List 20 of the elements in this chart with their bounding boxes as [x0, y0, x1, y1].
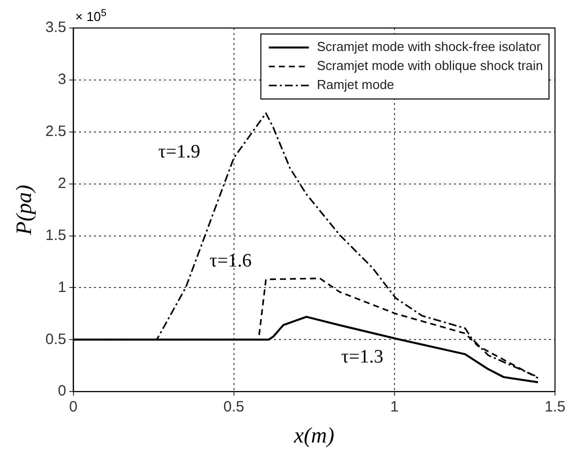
y-tick-label: 0	[58, 382, 66, 400]
annotation: τ=1.9	[158, 142, 200, 163]
annotation: τ=1.6	[210, 250, 252, 272]
legend-label: Ramjet mode	[316, 77, 394, 92]
y-tick-label: 2	[58, 174, 66, 192]
y-tick-label: 3	[58, 71, 66, 88]
x-tick-label: 0.5	[223, 398, 244, 416]
x-tick-label: 1	[390, 398, 399, 416]
y-tick-label: 1	[58, 278, 66, 296]
y-tick-label: 0.5	[45, 330, 66, 348]
x-tick-label: 1.5	[544, 398, 566, 416]
annotation: τ=1.3	[341, 346, 384, 368]
y-tick-label: 3.5	[45, 19, 66, 36]
y-tick-label: 1.5	[45, 226, 66, 244]
y-tick-label: 2.5	[45, 123, 66, 140]
y-axis-title: P(pa)	[10, 184, 36, 236]
legend-label: Scramjet mode with oblique shock train	[316, 58, 544, 74]
x-tick-label: 0	[69, 398, 78, 416]
x-axis-title: x(m)	[292, 422, 334, 448]
legend-label: Scramjet mode with shock-free isolator	[316, 39, 542, 54]
